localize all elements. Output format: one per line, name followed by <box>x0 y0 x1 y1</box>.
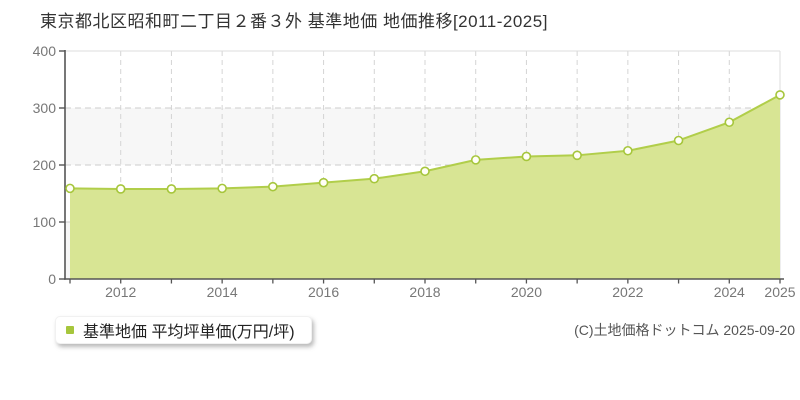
legend-label: 基準地価 平均坪単価(万円/坪) <box>83 324 295 341</box>
data-point[interactable] <box>318 177 329 188</box>
chart-area-fill <box>70 94 780 279</box>
data-point[interactable] <box>369 173 380 184</box>
data-point[interactable] <box>166 184 177 194</box>
x-tick-label: 2025 <box>764 284 795 300</box>
x-tick-label: 2020 <box>511 284 542 300</box>
data-point[interactable] <box>115 184 126 194</box>
price-trend-chart: 0 100 200 300 400 2012 2014 2016 2018 2020 2022 202… <box>33 43 796 300</box>
y-tick-label: 400 <box>33 43 57 59</box>
x-tick-label: 2018 <box>409 284 440 300</box>
x-tick-label: 2014 <box>207 284 238 300</box>
legend-marker-icon <box>66 326 74 334</box>
y-tick-label: 0 <box>48 271 56 287</box>
data-point[interactable] <box>217 183 227 194</box>
data-point[interactable] <box>521 151 532 162</box>
legend: 基準地価 平均坪単価(万円/坪) <box>55 316 312 344</box>
chart-title: 東京都北区昭和町二丁目２番３外 基準地価 地価推移[2011-2025] <box>40 12 548 31</box>
data-point[interactable] <box>673 135 684 146</box>
data-point[interactable] <box>268 181 278 192</box>
y-tick-label: 100 <box>33 214 57 230</box>
data-point[interactable] <box>572 150 582 161</box>
x-tick-label: 2024 <box>714 284 745 300</box>
x-tick-label: 2016 <box>308 284 339 300</box>
data-point[interactable] <box>420 166 430 177</box>
data-point[interactable] <box>623 145 633 156</box>
y-tick-label: 200 <box>33 157 57 173</box>
data-point[interactable] <box>470 155 481 165</box>
data-point[interactable] <box>775 90 785 100</box>
x-tick-label: 2022 <box>612 284 643 300</box>
y-tick-label: 300 <box>33 100 57 116</box>
data-point[interactable] <box>724 117 735 128</box>
data-point[interactable] <box>65 183 75 194</box>
copyright-text: (C)土地価格ドットコム 2025-09-20 <box>574 322 795 338</box>
x-tick-label: 2012 <box>105 284 136 300</box>
